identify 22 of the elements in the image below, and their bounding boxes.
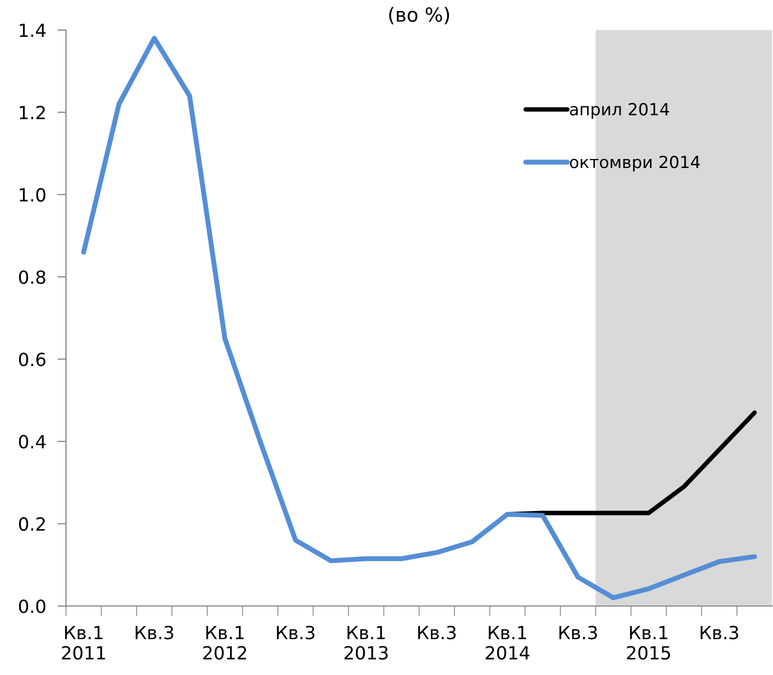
chart-title: (во %) bbox=[389, 6, 450, 24]
y-tick-label: 1.2 bbox=[20, 106, 45, 120]
y-tick-label: 1.0 bbox=[20, 188, 46, 202]
x-tick-label: Кв.1 2012 bbox=[203, 626, 246, 660]
x-tick-label: Кв.3 bbox=[559, 626, 597, 640]
y-tick-label: 1.4 bbox=[20, 24, 46, 37]
x-tick-label: Кв.3 bbox=[136, 626, 174, 640]
y-tick-label: 0.4 bbox=[19, 434, 46, 449]
x-tick-label: Кв.3 bbox=[276, 626, 314, 640]
y-tick-label: 0.6 bbox=[19, 352, 46, 366]
x-tick-label: Кв.3 bbox=[700, 626, 738, 640]
x-tick-label: Кв.1 2015 bbox=[626, 626, 670, 660]
legend-label: октомври 2014 bbox=[570, 156, 700, 172]
legend-label: април 2014 bbox=[570, 102, 669, 119]
y-tick-label: 0.2 bbox=[19, 517, 45, 531]
x-tick-label: Кв.1 2014 bbox=[486, 626, 530, 660]
y-tick-label: 0.8 bbox=[19, 270, 46, 284]
y-tick-label: 0.0 bbox=[19, 599, 46, 614]
x-tick-label: Кв.1 2011 bbox=[62, 626, 105, 660]
x-tick-label: Кв.3 bbox=[418, 626, 456, 640]
line-series bbox=[81, 36, 757, 600]
x-tick-label: Кв.1 2013 bbox=[344, 626, 388, 660]
